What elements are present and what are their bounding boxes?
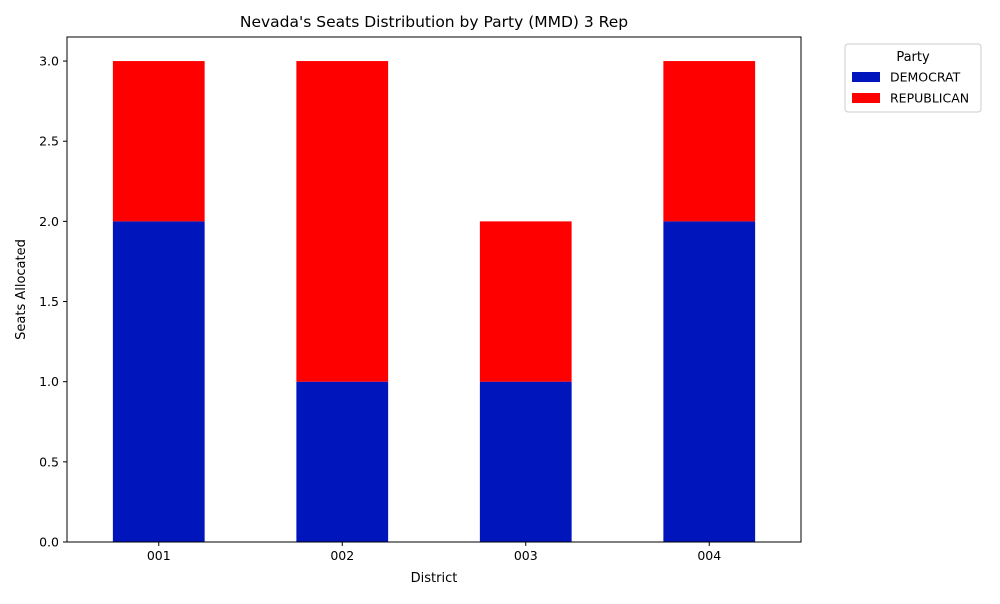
legend-label-democrat: DEMOCRAT: [890, 70, 961, 85]
bar-republican-001: [112, 61, 205, 222]
bar-democrat-002: [296, 381, 389, 542]
bars-group: [112, 61, 756, 542]
y-tick-label: 2.0: [39, 214, 59, 229]
y-tick-label: 1.0: [39, 374, 59, 389]
bar-republican-002: [296, 61, 389, 382]
legend-items: DEMOCRAT REPUBLICAN: [852, 70, 969, 106]
legend-swatch-democrat: [852, 72, 880, 82]
y-tick-label: 3.0: [39, 54, 59, 69]
y-tick-label: 1.5: [39, 294, 59, 309]
bar-republican-003: [479, 221, 572, 382]
x-tick-label: 002: [330, 548, 354, 563]
y-axis-label: Seats Allocated: [14, 239, 29, 340]
x-tick-label: 004: [697, 548, 721, 563]
x-tick-label: 001: [147, 548, 171, 563]
y-tick-label: 2.5: [39, 134, 59, 149]
legend-title: Party: [896, 50, 930, 65]
x-axis-label: District: [411, 571, 458, 586]
y-tick-label: 0.5: [39, 454, 59, 469]
legend-label-republican: REPUBLICAN: [890, 91, 969, 106]
chart-title: Nevada's Seats Distribution by Party (MM…: [240, 13, 628, 31]
legend-swatch-republican: [852, 93, 880, 103]
bar-democrat-001: [112, 221, 205, 542]
y-tick-label: 0.0: [39, 535, 59, 550]
bar-democrat-003: [479, 381, 572, 542]
bar-democrat-004: [663, 221, 756, 542]
y-axis-ticks: 0.0 0.5 1.0 1.5 2.0 2.5 3.0: [39, 54, 67, 550]
plot-frame: [66, 36, 802, 543]
legend: Party DEMOCRAT REPUBLICAN: [844, 43, 982, 113]
x-axis-ticks: 001 002 003 004: [147, 542, 721, 563]
bar-republican-004: [663, 61, 756, 222]
x-tick-label: 003: [514, 548, 538, 563]
